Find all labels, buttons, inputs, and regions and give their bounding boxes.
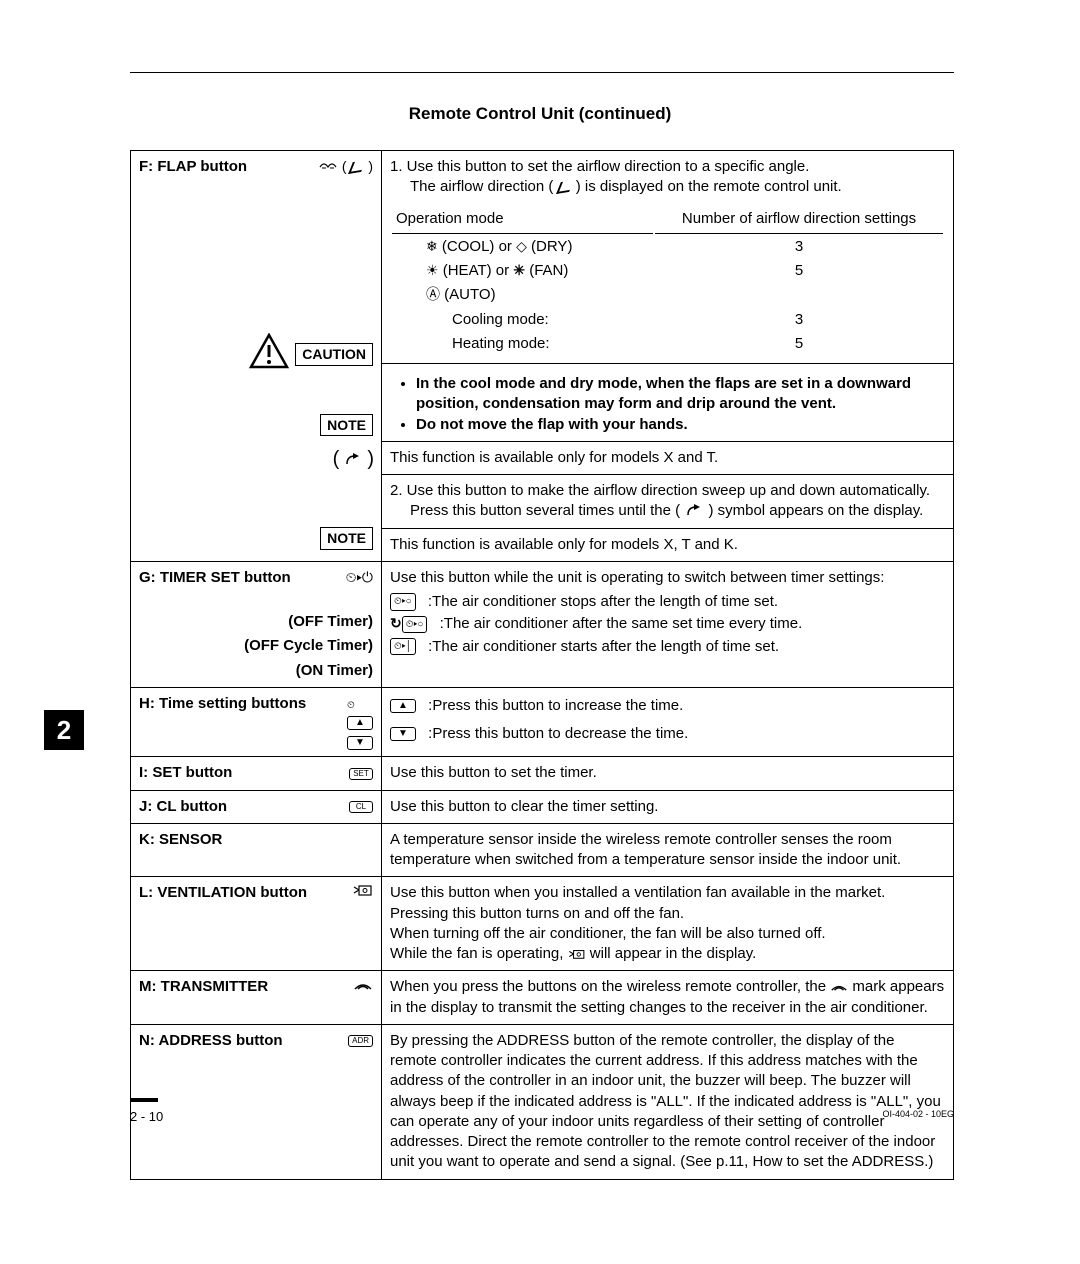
off-timer-text: :The air conditioner stops after the len…	[428, 592, 778, 612]
off-cycle-icon: ↻⏲▸○	[390, 615, 427, 632]
vent-text: Use this button when you installed a ven…	[382, 877, 954, 971]
section-tab: 2	[44, 710, 84, 750]
footer-bar	[130, 1098, 158, 1102]
note-label-2: NOTE	[320, 527, 373, 550]
flap-icon: ( )	[318, 157, 373, 176]
timer-set-icon: ⏲▸⏻	[346, 568, 373, 587]
set-text: Use this button to set the timer.	[382, 757, 954, 790]
time-up-icon: ▲	[390, 699, 416, 713]
page-footer: 2 - 10 OI-404-02 - 10EG	[130, 1109, 954, 1124]
flap-desc-1: 1. Use this button to set the airflow di…	[390, 157, 945, 198]
mode-table: Operation mode Number of airflow directi…	[390, 206, 945, 358]
trans-text: When you press the buttons on the wirele…	[382, 971, 954, 1025]
flap-desc-2: 2. Use this button to make the airflow d…	[382, 475, 954, 529]
timer-intro: Use this button while the unit is operat…	[390, 568, 945, 588]
off-cycle-text: :The air conditioner after the same set …	[440, 614, 803, 634]
sweep-icon: ( )	[333, 448, 373, 470]
sensor-heading: K: SENSOR	[139, 831, 222, 848]
on-timer-icon: ⏲▸│	[390, 638, 416, 656]
time-up-text: :Press this button to increase the time.	[428, 696, 683, 716]
timeset-heading: H: Time setting buttons	[139, 695, 306, 712]
note-1-text: This function is available only for mode…	[382, 441, 954, 474]
set-heading: I: SET button	[139, 764, 232, 781]
off-timer-label: (OFF Timer)	[139, 612, 373, 632]
addr-heading: N: ADDRESS button	[139, 1032, 283, 1049]
note-2-text: This function is available only for mode…	[382, 528, 954, 561]
cl-heading: J: CL button	[139, 798, 227, 815]
addr-text: By pressing the ADDRESS button of the re…	[382, 1024, 954, 1179]
caution-bullets: In the cool mode and dry mode, when the …	[390, 374, 945, 435]
time-down-icon: ▼	[390, 727, 416, 741]
addr-icon: ADR	[348, 1035, 373, 1047]
footer-left: 2 - 10	[130, 1109, 163, 1124]
vent-icon	[353, 883, 373, 902]
off-cycle-label: (OFF Cycle Timer)	[139, 636, 373, 656]
warning-icon	[249, 333, 289, 375]
on-timer-text: :The air conditioner starts after the le…	[428, 637, 779, 657]
set-icon: SET	[349, 768, 373, 780]
transmitter-icon	[353, 977, 373, 996]
timer-heading: G: TIMER SET button	[139, 569, 291, 586]
cl-text: Use this button to clear the timer setti…	[382, 790, 954, 823]
time-down-text: :Press this button to decrease the time.	[428, 724, 688, 744]
sensor-text: A temperature sensor inside the wireless…	[382, 823, 954, 877]
page-title: Remote Control Unit (continued)	[0, 104, 1080, 124]
controls-table: F: FLAP button ( ) CAUTION NOTE ( )	[130, 150, 954, 1180]
trans-heading: M: TRANSMITTER	[139, 978, 268, 995]
on-timer-label: (ON Timer)	[139, 661, 373, 681]
footer-right: OI-404-02 - 10EG	[882, 1109, 954, 1119]
vent-heading: L: VENTILATION button	[139, 884, 307, 901]
timeset-icons: ⏲ ▲ ▼	[347, 694, 373, 751]
header-rule	[130, 72, 954, 73]
caution-label: CAUTION	[295, 343, 373, 366]
flap-heading: F: FLAP button	[139, 158, 247, 175]
note-label-1: NOTE	[320, 414, 373, 437]
off-timer-icon: ⏲▸○	[390, 593, 416, 611]
cl-icon: CL	[349, 801, 373, 813]
